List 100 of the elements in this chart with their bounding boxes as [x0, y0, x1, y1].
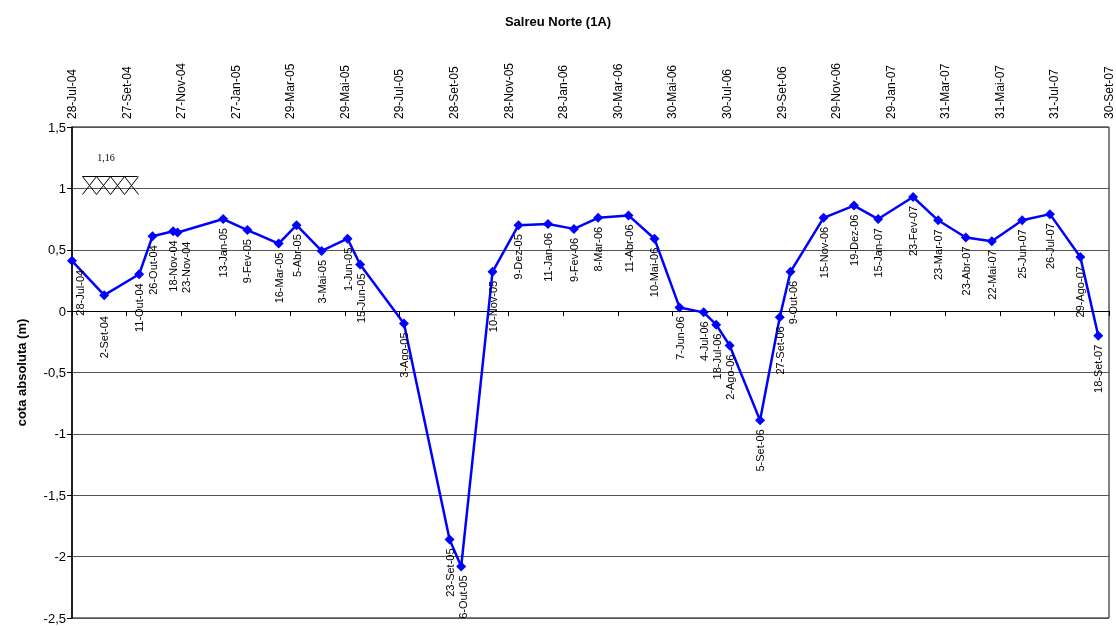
- y-tick-label: 0: [58, 303, 66, 319]
- x-tick-label: 27-Nov-04: [174, 62, 189, 119]
- data-label: 9-Fev-05: [241, 239, 254, 284]
- data-label: 25-Jun-07: [1016, 229, 1029, 279]
- y-tick-label: 1,5: [47, 119, 66, 135]
- data-label: 2-Set-04: [98, 316, 111, 359]
- data-label: 9-Out-06: [786, 280, 799, 325]
- data-label: 16-Mar-05: [272, 252, 285, 304]
- point: [818, 212, 829, 223]
- point: [147, 231, 158, 242]
- data-label: 23-Set-05: [443, 548, 456, 597]
- data-label: 19-Dez-06: [848, 214, 860, 266]
- point: [242, 225, 253, 236]
- point: [99, 290, 110, 301]
- point: [774, 312, 785, 323]
- data-label: 3-Mai-05: [315, 259, 328, 304]
- x-tick-label: 30-Set-07: [1102, 65, 1116, 119]
- data-label: 26-Jul-07: [1043, 223, 1056, 270]
- point: [67, 255, 77, 266]
- x-tick-label: 28-Jan-06: [556, 64, 571, 119]
- x-tick-label: 29-Set-06: [774, 65, 789, 119]
- point: [933, 215, 944, 226]
- data-label: 15-Jan-07: [872, 228, 885, 278]
- data-label: 18-Set-07: [1092, 344, 1105, 393]
- data-label: 2-Ago-06: [723, 354, 736, 400]
- data-label: 9-Dez-05: [512, 234, 525, 280]
- y-tick-label: -1,5: [43, 487, 66, 503]
- point: [755, 415, 766, 426]
- data-label: 29-Ago-07: [1074, 266, 1087, 318]
- data-label: 15-Nov-06: [817, 226, 830, 279]
- data-label: 5-Abr-05: [290, 234, 303, 277]
- point: [1093, 330, 1104, 341]
- y-tick-label: 1: [58, 180, 66, 196]
- point: [674, 302, 685, 313]
- data-label: 4-Jul-06: [697, 321, 710, 362]
- data-label: 18-Jul-06: [710, 333, 723, 380]
- data-label: 10-Mai-06: [648, 247, 661, 298]
- x-tick-label: 28-Set-05: [447, 65, 462, 119]
- point: [487, 266, 498, 277]
- point: [218, 214, 229, 225]
- point: [273, 238, 284, 249]
- point: [568, 223, 579, 234]
- data-label: 22-Mai-07: [985, 250, 998, 300]
- data-label: 7-Jun-06: [673, 316, 686, 360]
- data-label: 23-Abr-07: [959, 246, 972, 296]
- x-tick-label: 27-Jan-05: [228, 64, 243, 119]
- point: [398, 318, 409, 329]
- x-tick-label: 29-Jan-07: [883, 64, 898, 119]
- data-label: 15-Jun-05: [354, 273, 367, 324]
- point: [649, 233, 660, 244]
- data-label: 9-Fev-06: [567, 237, 580, 282]
- point: [316, 245, 327, 256]
- x-tick-label: 27-Set-04: [119, 65, 134, 119]
- point: [1044, 209, 1055, 220]
- point: [543, 218, 553, 229]
- x-tick-label: 30-Mai-06: [665, 64, 680, 119]
- data-label: 11-Jan-06: [542, 232, 554, 282]
- data-label: 26-Out-04: [146, 245, 159, 295]
- point: [291, 220, 302, 231]
- point: [444, 534, 455, 545]
- data-label: 23-Fev-07: [907, 205, 920, 257]
- x-tick-label: 30-Mar-06: [610, 63, 625, 119]
- data-label: 5-Set-06: [754, 429, 767, 472]
- data-label: 27-Set-06: [773, 326, 786, 375]
- x-tick-label: 29-Nov-06: [829, 62, 844, 119]
- y-tick-label: 0,5: [47, 242, 66, 258]
- y-tick-label: -2: [54, 549, 66, 565]
- x-tick-label: 29-Mar-05: [283, 63, 298, 119]
- point: [1075, 252, 1086, 263]
- point: [986, 236, 997, 247]
- point: [711, 319, 722, 330]
- y-axis-title: cota absoluta (m): [14, 318, 29, 427]
- y-tick-label: -0,5: [43, 365, 66, 380]
- x-tick-label: 29-Jul-05: [392, 68, 407, 119]
- chart-title: Salreu Norte (1A): [504, 14, 612, 29]
- point: [1017, 215, 1028, 226]
- data-label: 18-Nov-04: [167, 240, 180, 292]
- point: [623, 210, 634, 221]
- y-tick-label: -1: [54, 426, 66, 442]
- point: [513, 220, 524, 231]
- point: [724, 340, 735, 351]
- data-label: 8-Mar-06: [592, 226, 605, 272]
- point: [593, 212, 604, 223]
- data-label: 3-Ago-05: [397, 332, 410, 378]
- data-label: 1-Jun-05: [341, 247, 354, 292]
- x-tick-label: 30-Jul-06: [719, 68, 734, 119]
- point: [342, 233, 353, 244]
- x-tick-label: 29-Mai-05: [337, 64, 352, 119]
- point: [355, 259, 366, 270]
- data-label: 13-Jan-05: [217, 228, 230, 278]
- point: [849, 200, 859, 211]
- point: [908, 191, 919, 202]
- x-tick-label: 31-Mai-07: [992, 64, 1007, 119]
- data-label: 10-Nov-05: [486, 280, 499, 333]
- x-tick-label: 31-Jul-07: [1047, 68, 1062, 119]
- point: [785, 266, 796, 277]
- point: [698, 307, 709, 318]
- data-label: 6-Out-05: [456, 575, 469, 619]
- data-label: 28-Jul-04: [74, 269, 86, 316]
- data-label: 11-Out-04: [133, 283, 146, 333]
